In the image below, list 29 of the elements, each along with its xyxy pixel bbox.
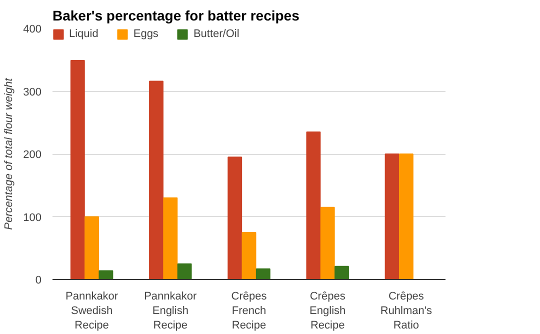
y-tick-label: 300 [23, 86, 42, 98]
x-tick-label: Pannkakor English Recipe [144, 290, 198, 332]
y-tick-label: 200 [23, 149, 42, 161]
bar [256, 268, 270, 280]
bar [84, 216, 100, 280]
bar [384, 154, 400, 280]
chart-title: Baker's percentage for batter recipes [52, 8, 300, 24]
x-tick-label: Crêpes English Recipe [310, 290, 346, 332]
bar [242, 232, 256, 280]
x-tick-label: Pannkakor Swedish Recipe [66, 290, 118, 332]
bar [177, 263, 192, 280]
legend-label: Butter/Oil [193, 28, 240, 40]
y-tick-label: 100 [23, 212, 42, 224]
bar [70, 60, 85, 280]
bar [398, 154, 414, 280]
bar [334, 266, 349, 280]
bar [149, 80, 164, 280]
bar [98, 270, 114, 280]
y-tick-label: 0 [35, 274, 42, 286]
bar [306, 132, 321, 280]
bar [320, 206, 335, 280]
legend-label: Liquid [69, 28, 98, 40]
bar [163, 197, 178, 280]
legend-label: Eggs [133, 28, 158, 40]
x-tick-label: Crêpes Ruhlman's Ratio [380, 290, 433, 332]
bar [228, 156, 242, 280]
y-tick-label: 400 [23, 24, 42, 36]
y-axis-title: Percentage of total flour weight [3, 77, 16, 230]
x-tick-label: Crêpes French Recipe [231, 290, 268, 332]
